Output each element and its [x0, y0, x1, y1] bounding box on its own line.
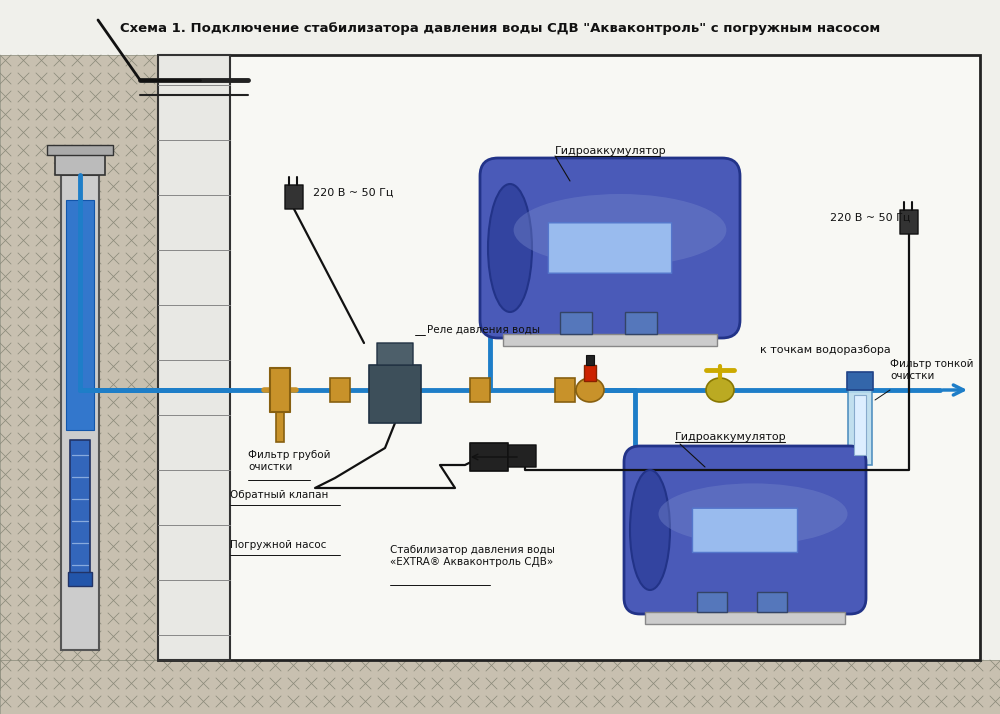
FancyBboxPatch shape — [470, 378, 490, 402]
FancyBboxPatch shape — [586, 355, 594, 365]
Ellipse shape — [488, 184, 532, 312]
FancyBboxPatch shape — [508, 445, 536, 467]
FancyBboxPatch shape — [560, 312, 592, 334]
FancyBboxPatch shape — [503, 334, 717, 346]
Text: Фильтр грубой
очистки: Фильтр грубой очистки — [248, 450, 331, 472]
FancyBboxPatch shape — [847, 372, 873, 390]
FancyBboxPatch shape — [377, 343, 413, 365]
FancyBboxPatch shape — [584, 365, 596, 381]
Text: Схема 1. Подключение стабилизатора давления воды СДВ "Акваконтроль" с погружным : Схема 1. Подключение стабилизатора давле… — [120, 22, 880, 35]
Ellipse shape — [706, 378, 734, 402]
FancyBboxPatch shape — [276, 412, 284, 442]
FancyBboxPatch shape — [555, 378, 575, 402]
FancyBboxPatch shape — [230, 55, 308, 690]
Text: к точкам водоразбора: к точкам водоразбора — [760, 345, 891, 355]
FancyBboxPatch shape — [68, 572, 92, 586]
FancyBboxPatch shape — [757, 592, 787, 612]
Text: Гидроаккумулятор: Гидроаккумулятор — [555, 146, 667, 156]
FancyBboxPatch shape — [47, 145, 113, 155]
Text: Стабилизатор давления воды
«EXTRA® Акваконтроль СДВ»: Стабилизатор давления воды «EXTRA® Аквак… — [390, 545, 555, 567]
Ellipse shape — [514, 194, 726, 266]
FancyBboxPatch shape — [624, 446, 866, 614]
FancyBboxPatch shape — [0, 660, 1000, 714]
FancyBboxPatch shape — [548, 223, 672, 273]
Text: Гидроаккумулятор: Гидроаккумулятор — [675, 432, 787, 442]
FancyBboxPatch shape — [61, 175, 99, 650]
FancyBboxPatch shape — [158, 55, 980, 660]
Ellipse shape — [630, 470, 670, 590]
FancyBboxPatch shape — [854, 395, 866, 455]
FancyBboxPatch shape — [390, 375, 400, 390]
FancyBboxPatch shape — [480, 158, 740, 338]
Text: 220 В ~ 50 Гц: 220 В ~ 50 Гц — [313, 188, 393, 198]
FancyBboxPatch shape — [645, 612, 845, 624]
FancyBboxPatch shape — [158, 55, 230, 660]
FancyBboxPatch shape — [900, 210, 918, 234]
Text: Погружной насос: Погружной насос — [230, 540, 326, 550]
FancyBboxPatch shape — [625, 312, 657, 334]
FancyBboxPatch shape — [470, 443, 508, 471]
FancyBboxPatch shape — [66, 200, 94, 430]
FancyBboxPatch shape — [692, 508, 798, 553]
FancyBboxPatch shape — [330, 378, 350, 402]
FancyBboxPatch shape — [369, 365, 421, 423]
FancyBboxPatch shape — [0, 55, 158, 690]
Text: 220 В ~ 50 Гц: 220 В ~ 50 Гц — [830, 213, 910, 223]
Text: Обратный клапан: Обратный клапан — [230, 490, 328, 500]
FancyBboxPatch shape — [55, 153, 105, 175]
FancyBboxPatch shape — [848, 390, 872, 465]
FancyBboxPatch shape — [697, 592, 727, 612]
FancyBboxPatch shape — [285, 185, 303, 209]
FancyBboxPatch shape — [270, 368, 290, 412]
Ellipse shape — [658, 483, 848, 545]
FancyBboxPatch shape — [70, 440, 90, 580]
Ellipse shape — [576, 378, 604, 402]
Text: Фильтр тонкой
очистки: Фильтр тонкой очистки — [890, 359, 974, 381]
Text: Реле давления воды: Реле давления воды — [427, 325, 540, 335]
